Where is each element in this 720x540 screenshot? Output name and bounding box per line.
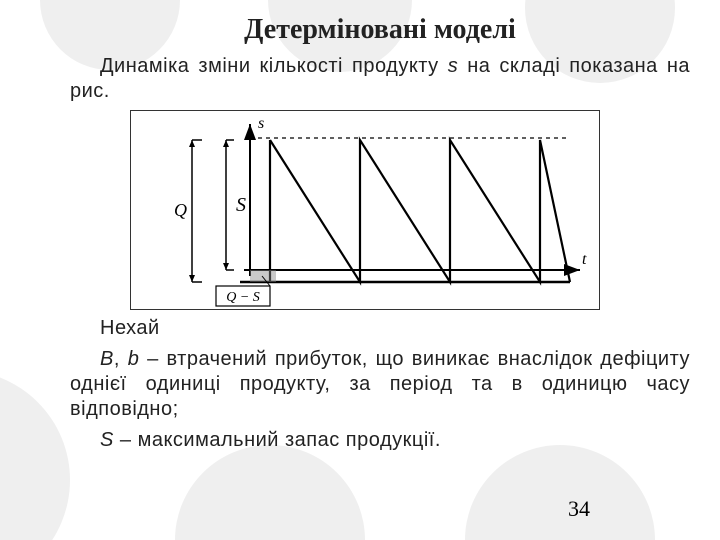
svg-text:t: t — [582, 251, 587, 268]
page-content: Детерміновані моделі Динаміка зміни кіль… — [0, 0, 720, 453]
bb-b: b — [128, 348, 140, 370]
figure-container: s t Q S Q − S — [70, 110, 690, 310]
page-number: 34 — [568, 496, 590, 522]
inventory-diagram: s t Q S Q − S — [130, 110, 600, 310]
s-lead: S — [100, 429, 114, 451]
s-paragraph: S – максимальний запас продукції. — [70, 428, 690, 453]
s-rest: – максимальний запас продукції. — [114, 429, 441, 451]
nehай-line: Нехай — [70, 316, 690, 341]
svg-text:S: S — [236, 194, 246, 216]
intro-pre: Динаміка зміни кількості продукту — [100, 55, 448, 77]
page-title: Детерміновані моделі — [70, 14, 690, 46]
bb-rest: – втрачений прибуток, що виникає внаслід… — [70, 348, 690, 420]
svg-text:s: s — [258, 115, 264, 132]
svg-text:Q − S: Q − S — [226, 290, 260, 305]
intro-paragraph: Динаміка зміни кількості продукту s на с… — [70, 54, 690, 104]
intro-symbol: s — [448, 55, 459, 77]
bb-sep: , — [114, 348, 128, 370]
svg-text:Q: Q — [174, 200, 187, 220]
bb-paragraph: B, b – втрачений прибуток, що виникає вн… — [70, 347, 690, 422]
bb-lead: B — [100, 348, 114, 370]
